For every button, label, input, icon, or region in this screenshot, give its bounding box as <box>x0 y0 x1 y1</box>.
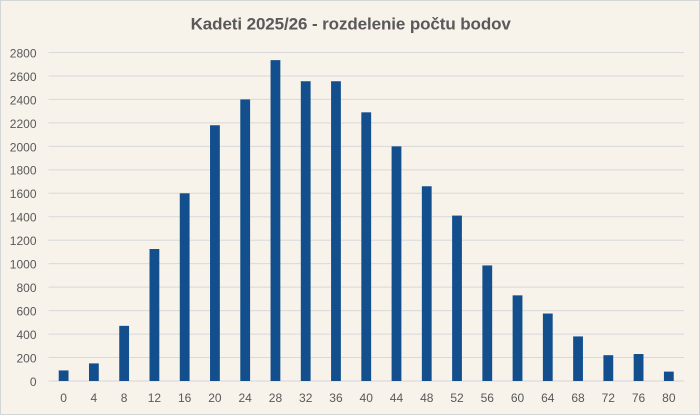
svg-text:56: 56 <box>481 391 495 405</box>
svg-text:2800: 2800 <box>10 46 37 60</box>
svg-text:800: 800 <box>16 281 36 295</box>
svg-text:1000: 1000 <box>10 258 37 272</box>
svg-text:52: 52 <box>450 391 464 405</box>
svg-text:16: 16 <box>178 391 192 405</box>
svg-text:1200: 1200 <box>10 234 37 248</box>
svg-text:2400: 2400 <box>10 93 37 107</box>
svg-text:600: 600 <box>16 305 36 319</box>
svg-text:Kadeti 2025/26 - rozdelenie po: Kadeti 2025/26 - rozdelenie počtu bodov <box>191 14 512 33</box>
svg-text:2600: 2600 <box>10 70 37 84</box>
svg-text:1400: 1400 <box>10 211 37 225</box>
svg-text:76: 76 <box>632 391 646 405</box>
svg-text:80: 80 <box>662 391 676 405</box>
svg-text:28: 28 <box>269 391 283 405</box>
svg-text:32: 32 <box>299 391 313 405</box>
svg-text:64: 64 <box>541 391 555 405</box>
svg-text:48: 48 <box>420 391 434 405</box>
svg-text:0: 0 <box>60 391 67 405</box>
svg-text:24: 24 <box>239 391 253 405</box>
svg-text:200: 200 <box>16 351 36 365</box>
svg-text:2200: 2200 <box>10 117 37 131</box>
svg-text:2000: 2000 <box>10 140 37 154</box>
svg-text:60: 60 <box>511 391 525 405</box>
svg-text:8: 8 <box>121 391 128 405</box>
svg-text:4: 4 <box>91 391 98 405</box>
svg-text:72: 72 <box>602 391 616 405</box>
svg-text:44: 44 <box>390 391 404 405</box>
svg-text:12: 12 <box>148 391 162 405</box>
svg-text:400: 400 <box>16 328 36 342</box>
svg-text:68: 68 <box>571 391 585 405</box>
svg-text:0: 0 <box>30 375 37 389</box>
svg-text:20: 20 <box>208 391 222 405</box>
svg-text:1800: 1800 <box>10 164 37 178</box>
svg-text:1600: 1600 <box>10 187 37 201</box>
svg-text:40: 40 <box>360 391 374 405</box>
svg-text:36: 36 <box>329 391 343 405</box>
